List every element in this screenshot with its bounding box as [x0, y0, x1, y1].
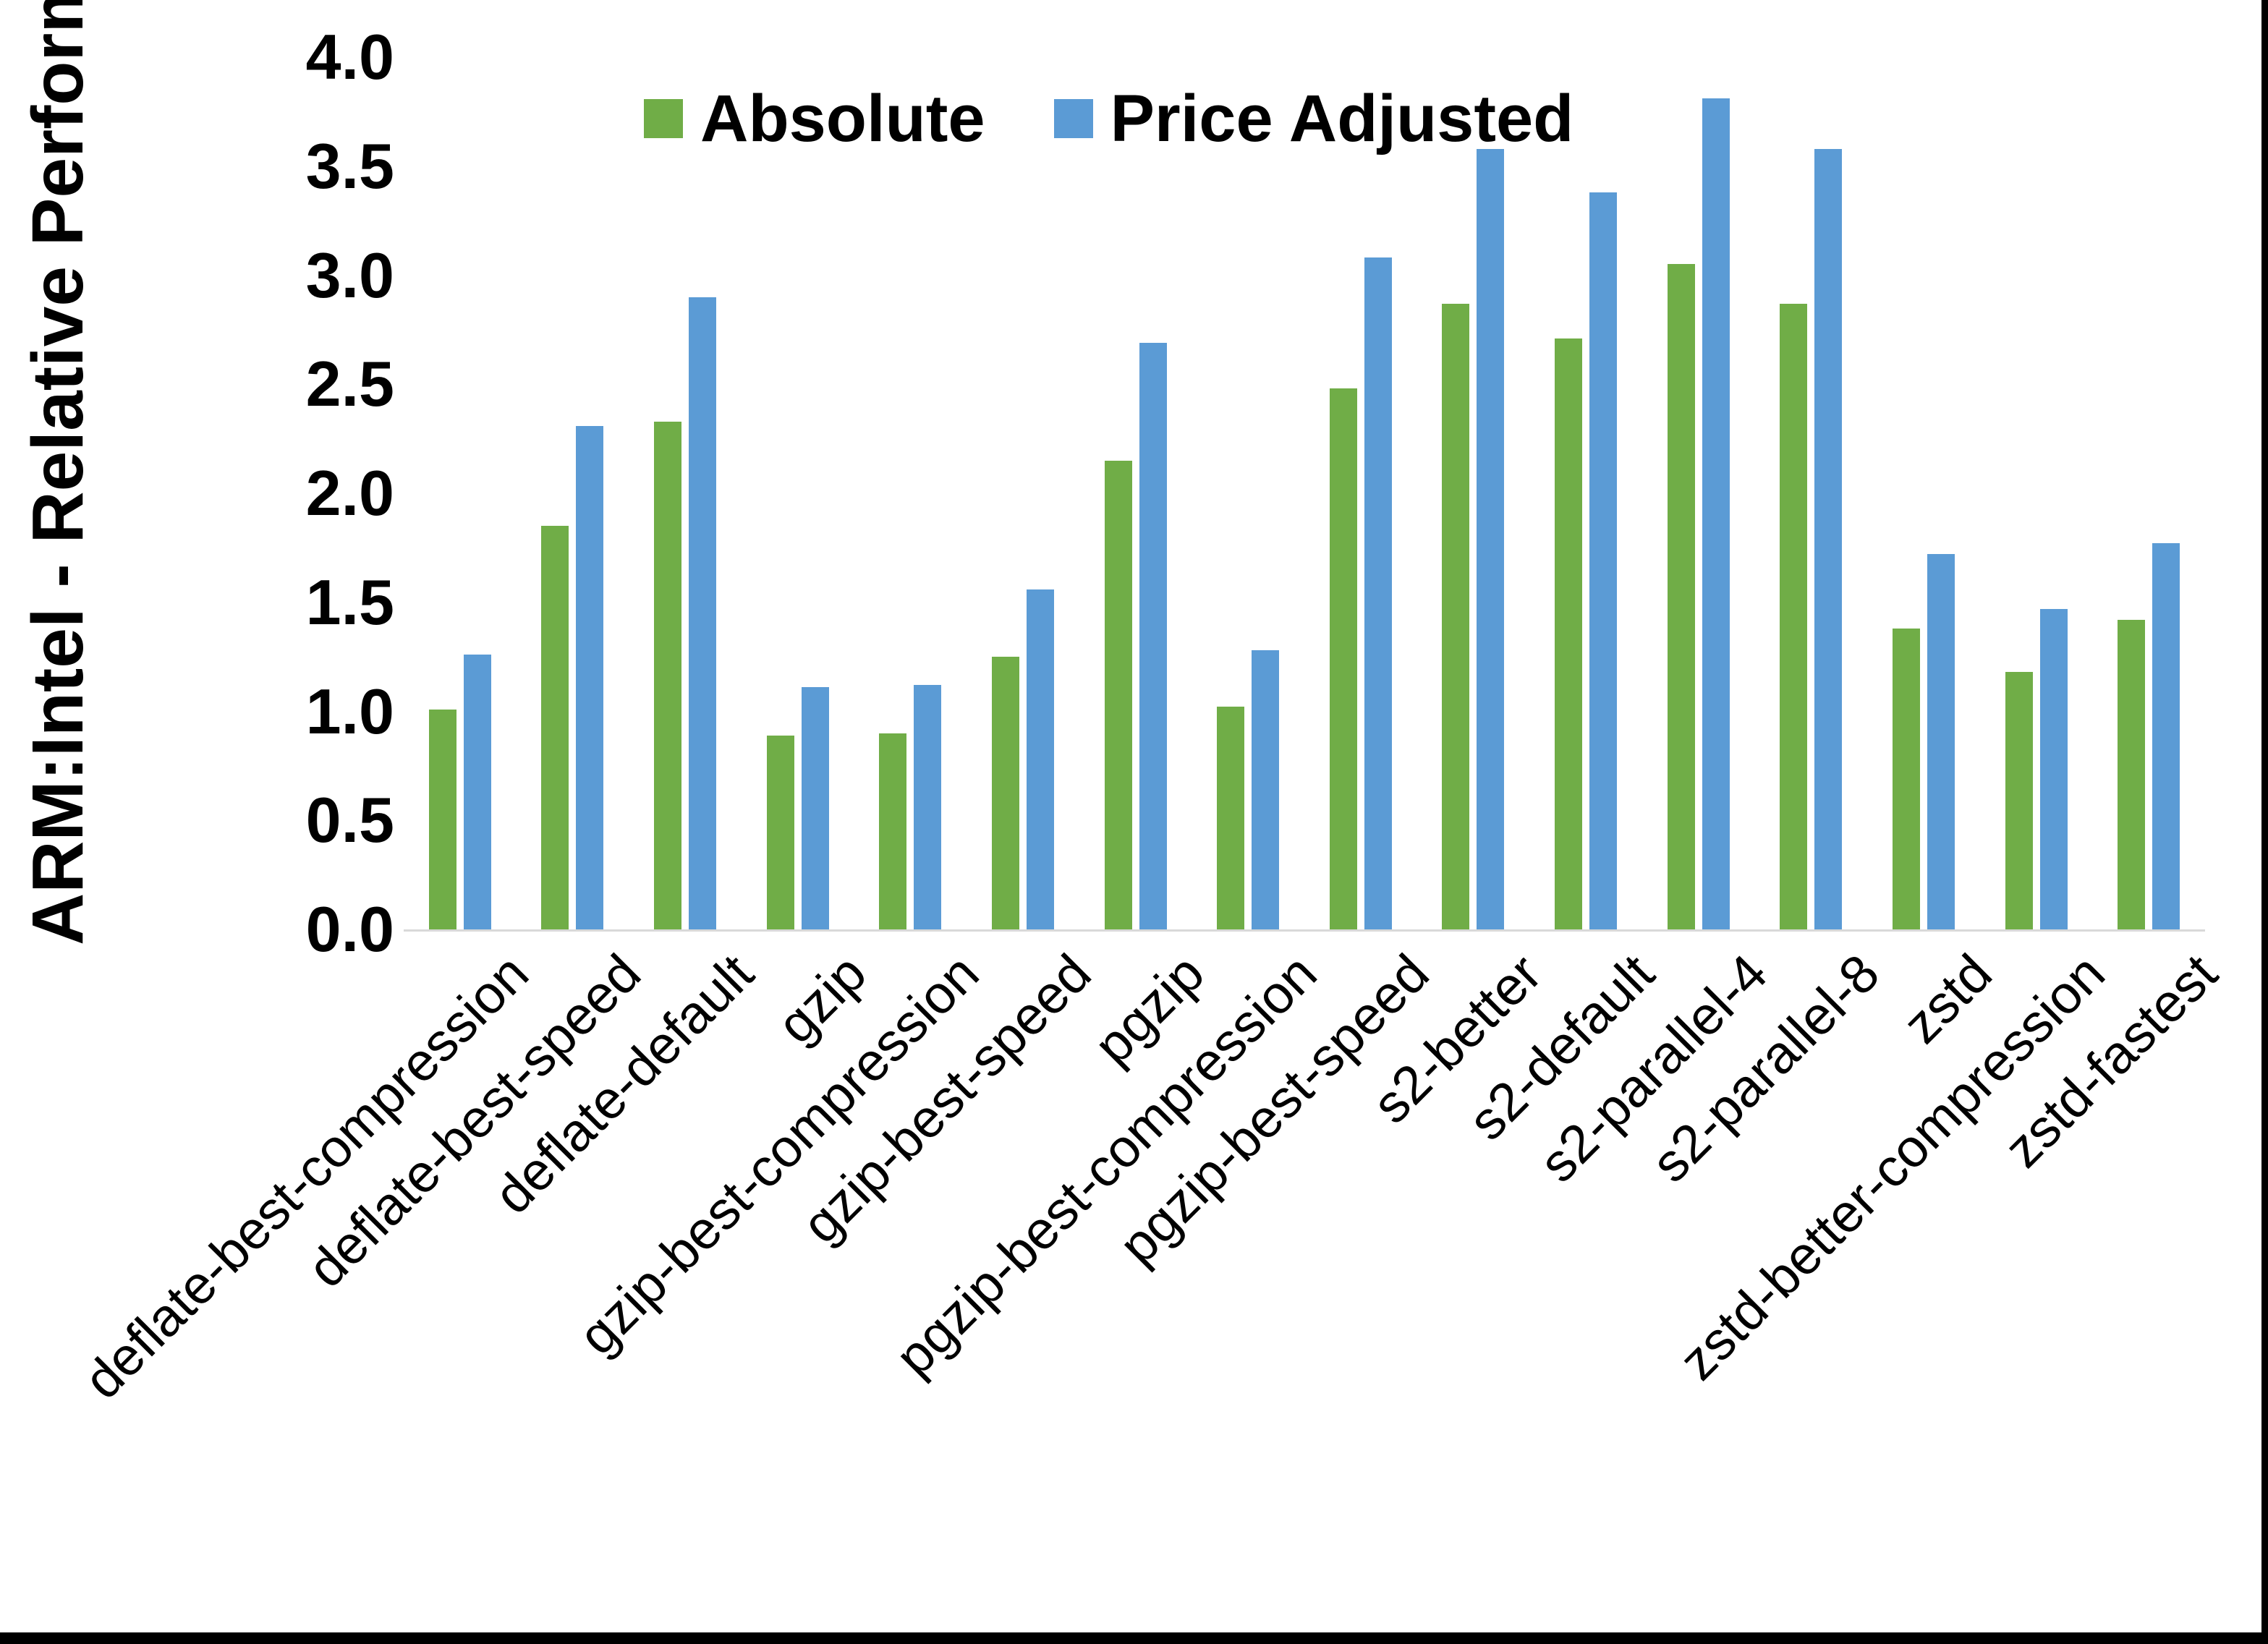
bar-price-adjusted	[1026, 589, 1054, 929]
bar-group: deflate-default	[483, 57, 765, 1225]
bar-absolute	[428, 709, 456, 929]
bar-price-adjusted	[1364, 257, 1392, 929]
legend-swatch-icon	[1053, 99, 1093, 138]
y-tick-label: 3.5	[305, 129, 394, 202]
bar-absolute	[1892, 628, 1920, 929]
y-tick-label: 1.5	[305, 566, 394, 638]
bar-groups: deflate-best-compression deflate-best-spe…	[72, 57, 2228, 1410]
bar-price-adjusted	[1139, 342, 1167, 929]
bar-price-adjusted	[1927, 554, 1955, 929]
bar-group: zstd	[1867, 57, 2003, 1055]
legend-item: Absolute	[644, 85, 985, 152]
bar-group: gzip	[742, 57, 878, 1055]
x-axis-line	[404, 929, 2205, 932]
bar-absolute	[991, 657, 1019, 929]
bar-absolute	[1329, 388, 1357, 929]
legend-item: Price Adjusted	[1053, 82, 1574, 156]
bar-price-adjusted	[689, 297, 717, 929]
bar-group: gzip-best-speed	[791, 57, 1103, 1254]
bar-group: deflate-best-compression	[72, 57, 540, 1410]
x-axis-label: deflate-best-compression	[72, 942, 540, 1410]
y-tick-label: 0.5	[305, 784, 394, 856]
bar-absolute	[1442, 303, 1470, 929]
bar-group: s2-better	[1361, 57, 1553, 1135]
bar-price-adjusted	[1252, 650, 1280, 929]
bar-absolute	[1104, 460, 1132, 929]
bar-group: s2-default	[1457, 57, 1665, 1151]
legend-label: Price Adjusted	[1110, 82, 1574, 156]
legend: Absolute Price Adjusted	[644, 85, 1573, 152]
bar-price-adjusted	[1589, 192, 1618, 929]
bar-price-adjusted	[2039, 608, 2068, 929]
bar-price-adjusted	[1702, 98, 1730, 929]
bar-absolute	[1780, 303, 1808, 929]
y-tick-label: 1.0	[305, 675, 394, 747]
legend-label: Absolute	[700, 82, 985, 156]
y-tick-label: 4.0	[305, 21, 394, 93]
y-tick-label: 2.5	[305, 348, 394, 420]
bar-group: s2-parallel-8	[1640, 57, 1890, 1193]
bar-absolute	[1667, 264, 1695, 929]
bar-absolute	[1217, 707, 1245, 929]
bar-absolute	[766, 735, 794, 929]
bar-absolute	[1555, 338, 1583, 929]
bar-group: zstd-better-compression	[1668, 57, 2116, 1391]
bar-price-adjusted	[801, 687, 829, 929]
y-tick-label: 3.0	[305, 239, 394, 311]
screenshot-border-right	[2261, 0, 2268, 1644]
bar-group: pgzip-best-compression	[883, 57, 1328, 1387]
bar-price-adjusted	[914, 685, 942, 929]
bar-price-adjusted	[576, 425, 604, 929]
bar-group: gzip-best-compression	[566, 57, 990, 1366]
legend-swatch-icon	[644, 99, 683, 138]
bar-group: s2-parallel-4	[1527, 57, 1778, 1193]
y-tick-label: 0.0	[305, 893, 394, 965]
bar-absolute	[541, 526, 569, 929]
bar-absolute	[654, 421, 682, 929]
bar-group: deflate-best-speed	[296, 57, 653, 1299]
bar-absolute	[879, 733, 907, 929]
plot-area: deflate-best-compression deflate-best-spe…	[72, 57, 2228, 1410]
bar-price-adjusted	[1477, 148, 1505, 929]
screenshot-border-bottom	[0, 1632, 2268, 1644]
y-tick-label: 2.0	[305, 457, 394, 529]
bar-group: zstd-fastest	[1992, 57, 2228, 1179]
bar-group: pgzip	[1079, 57, 1215, 1076]
bar-price-adjusted	[2152, 543, 2180, 929]
bar-price-adjusted	[1814, 148, 1843, 929]
bar-price-adjusted	[463, 655, 491, 929]
bar-absolute	[2005, 672, 2033, 929]
bar-absolute	[2118, 619, 2146, 929]
bar-group: pgzip-best-speed	[1108, 57, 1440, 1276]
